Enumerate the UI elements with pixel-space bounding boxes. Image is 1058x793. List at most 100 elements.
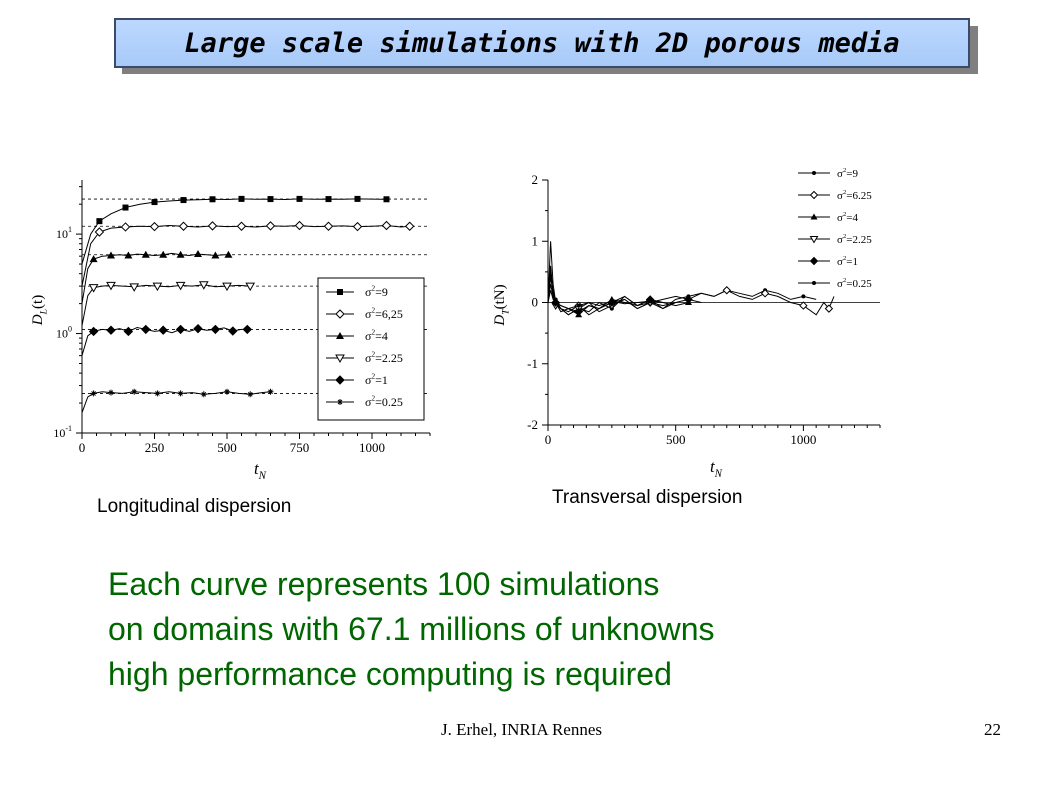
data-point (151, 199, 158, 206)
data-point (265, 221, 276, 231)
series (81, 195, 430, 265)
series (547, 290, 663, 310)
data-point (211, 251, 220, 259)
data-point (194, 250, 202, 258)
legend-label: σ2=4 (837, 211, 858, 224)
legend-marker (812, 281, 816, 285)
y-axis-label: DT(tN) (492, 284, 512, 326)
data-point (574, 307, 583, 316)
x-axis-label: tN (254, 459, 267, 482)
legend-marker (337, 289, 343, 295)
data-point (247, 391, 254, 398)
data-point (238, 195, 245, 202)
legend-marker (809, 236, 819, 244)
data-point (124, 251, 133, 259)
y-tick-label: 101 (56, 225, 72, 241)
data-point (198, 281, 209, 290)
y-axis-label: DL(t) (30, 295, 50, 326)
data-point (684, 295, 693, 304)
title-box: Large scale simulations with 2D porous m… (114, 18, 970, 68)
data-point (120, 222, 131, 232)
series (547, 284, 817, 316)
legend-label: σ2=4 (365, 329, 388, 343)
y-tick-label: 2 (532, 172, 539, 187)
data-point (222, 282, 232, 292)
data-point (352, 221, 363, 232)
legend: σ2=9 σ2=6,25 σ2=4 σ2=2.25 σ2=1 σ2=0.25 (317, 277, 425, 421)
data-point (824, 304, 834, 313)
data-point (175, 281, 186, 291)
data-point (96, 218, 103, 225)
series-line (547, 277, 835, 316)
data-point (294, 220, 305, 231)
legend: σ2=9 σ2=6.25 σ2=4 σ2=2.25 σ2=1 σ2=0.25 (798, 167, 872, 290)
y-tick-label: 0 (532, 295, 539, 310)
data-point (799, 301, 808, 310)
x-tick-label: 250 (145, 440, 165, 455)
data-point (323, 221, 334, 231)
x-tick-label: 1000 (359, 440, 385, 455)
data-point (176, 250, 185, 258)
series (81, 220, 430, 287)
legend-marker (809, 190, 819, 200)
x-tick-label: 0 (79, 440, 86, 455)
y-tick-label: -2 (527, 417, 538, 432)
data-point (228, 326, 238, 336)
data-point (131, 388, 138, 395)
data-point (89, 255, 98, 263)
legend-label: σ2=6,25 (365, 307, 403, 321)
footer-author: J. Erhel, INRIA Rennes (441, 720, 603, 739)
data-point (158, 325, 168, 335)
caption-longitudinal: Longitudinal dispersion (97, 496, 292, 517)
data-point (180, 197, 187, 204)
data-point (296, 195, 303, 202)
data-point (760, 289, 770, 298)
legend-label: σ2=2.25 (837, 233, 872, 246)
data-point (722, 286, 731, 295)
data-point (149, 221, 160, 232)
data-point (325, 196, 332, 203)
legend-marker (337, 399, 343, 405)
data-point (108, 389, 114, 396)
legend-label: σ2=1 (365, 373, 388, 387)
legend-label: σ2=0.25 (837, 277, 872, 290)
body-line-3: high performance computing is required (108, 656, 672, 692)
legend-label: σ2=9 (837, 167, 858, 180)
series-line (81, 198, 387, 265)
legend-label: σ2=1 (837, 255, 858, 268)
x-tick-label: 1000 (790, 432, 816, 447)
legend-marker (335, 375, 345, 385)
data-point (94, 227, 105, 237)
data-point (609, 299, 614, 304)
legend-box (317, 277, 425, 421)
legend-marker (809, 256, 819, 266)
data-point (154, 390, 161, 397)
data-point (175, 324, 186, 335)
data-point (404, 221, 415, 231)
data-point (193, 323, 203, 334)
data-point (267, 388, 274, 395)
body-line-2: on domains with 67.1 millions of unknown… (108, 611, 715, 647)
longitudinal-chart: 0 250 500 750 1000 10-1 100 101 tN DL(t) σ2=9 σ2=6,… (30, 180, 431, 482)
body-line-1: Each curve represents 100 simulations (108, 566, 660, 602)
legend-marker (336, 332, 344, 339)
body-text: Each curve represents 100 simulations on… (108, 562, 715, 697)
x-tick-label: 750 (290, 440, 310, 455)
data-point (207, 221, 218, 231)
y-tick-label: 100 (56, 325, 72, 341)
data-point (381, 220, 392, 231)
slide-title: Large scale simulations with 2D porous m… (184, 27, 900, 59)
data-point (106, 325, 116, 335)
x-tick-label: 500 (666, 432, 686, 447)
y-tick-label: -1 (527, 356, 538, 371)
series-line (547, 241, 689, 316)
x-tick-label: 500 (217, 440, 237, 455)
data-point (90, 390, 97, 397)
data-point (141, 324, 151, 335)
x-axis-label: tN (710, 457, 723, 480)
data-point (576, 303, 581, 308)
legend-label: σ2=6.25 (837, 189, 872, 202)
data-point (152, 282, 163, 292)
data-point (242, 324, 253, 335)
data-point (224, 250, 233, 258)
